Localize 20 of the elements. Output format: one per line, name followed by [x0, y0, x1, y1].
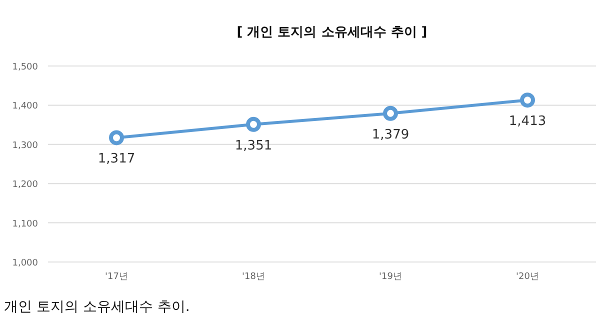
- chart-title: [ 개인 토지의 소유세대수 추이 ]: [236, 25, 428, 40]
- data-label: 1,317: [98, 152, 136, 167]
- point: [246, 116, 261, 132]
- y-tick-label: 1,300: [12, 140, 38, 151]
- x-tick-label: '18년: [242, 272, 265, 282]
- point: [520, 92, 535, 108]
- text: 개인 토지의 소유세대수 추이.: [4, 299, 190, 315]
- y-tick-label: 1,400: [12, 102, 38, 112]
- y-tick-label: 1,100: [12, 219, 38, 230]
- y-tick-label: 1,200: [12, 180, 38, 190]
- point: [109, 130, 124, 146]
- x-tick-label: '17년: [105, 272, 128, 282]
- x-tick-label: '19년: [379, 272, 402, 282]
- x-tick-label: '20년: [516, 272, 539, 282]
- point: [383, 106, 398, 121]
- data-label: 1,379: [372, 127, 410, 142]
- y-tick-label: 1,000: [12, 258, 38, 268]
- data-label: 1,351: [234, 138, 272, 154]
- data-label: 1,413: [508, 114, 546, 130]
- y-tick-label: 1,500: [12, 62, 38, 72]
